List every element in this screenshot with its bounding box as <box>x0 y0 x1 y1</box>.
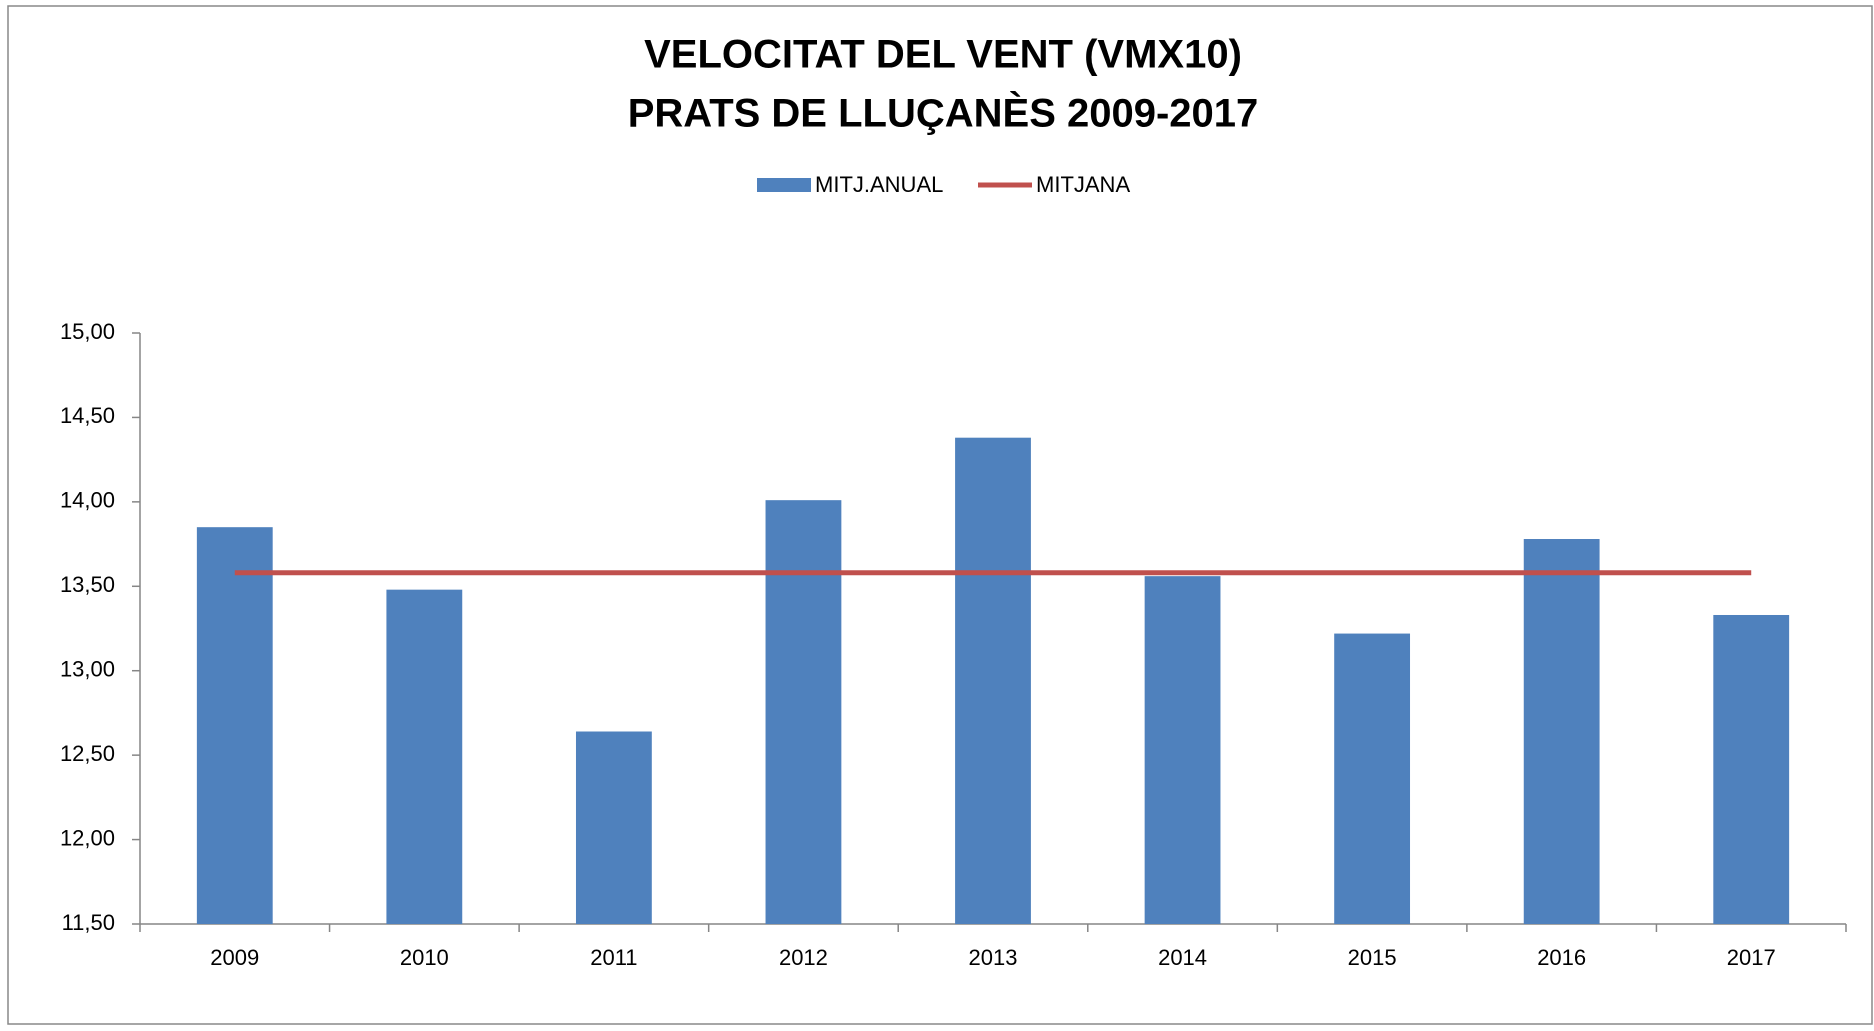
y-tick-label: 13,50 <box>60 572 115 597</box>
x-tick-label: 2017 <box>1727 945 1776 970</box>
chart-title: PRATS DE LLUÇANÈS 2009-2017 <box>628 91 1259 136</box>
bar <box>955 437 1031 924</box>
chart-title: VELOCITAT DEL VENT (VMX10) <box>644 33 1242 77</box>
y-tick-label: 12,00 <box>60 825 115 850</box>
bar <box>1334 633 1411 924</box>
y-tick-label: 15,00 <box>60 319 115 344</box>
x-tick-label: 2012 <box>779 945 828 970</box>
y-tick-label: 14,00 <box>60 488 115 513</box>
x-tick-label: 2016 <box>1537 945 1586 970</box>
bar <box>386 589 463 924</box>
x-tick-label: 2009 <box>210 945 259 970</box>
y-tick-label: 13,00 <box>60 657 115 682</box>
y-tick-label: 11,50 <box>62 910 115 935</box>
legend-label: MITJANA <box>1036 172 1130 197</box>
bar <box>1144 576 1221 924</box>
bar <box>1523 539 1600 924</box>
bar <box>1713 614 1790 924</box>
x-tick-label: 2014 <box>1158 945 1207 970</box>
legend-swatch <box>757 178 811 192</box>
x-tick-label: 2015 <box>1348 945 1397 970</box>
bar <box>196 527 273 924</box>
bar <box>765 500 842 924</box>
y-tick-label: 12,50 <box>60 741 115 766</box>
x-tick-label: 2010 <box>400 945 449 970</box>
x-tick-label: 2011 <box>590 945 637 970</box>
x-tick-label: 2013 <box>969 945 1018 970</box>
y-tick-label: 14,50 <box>60 403 115 428</box>
legend-label: MITJ.ANUAL <box>815 172 943 197</box>
bar <box>575 731 652 924</box>
